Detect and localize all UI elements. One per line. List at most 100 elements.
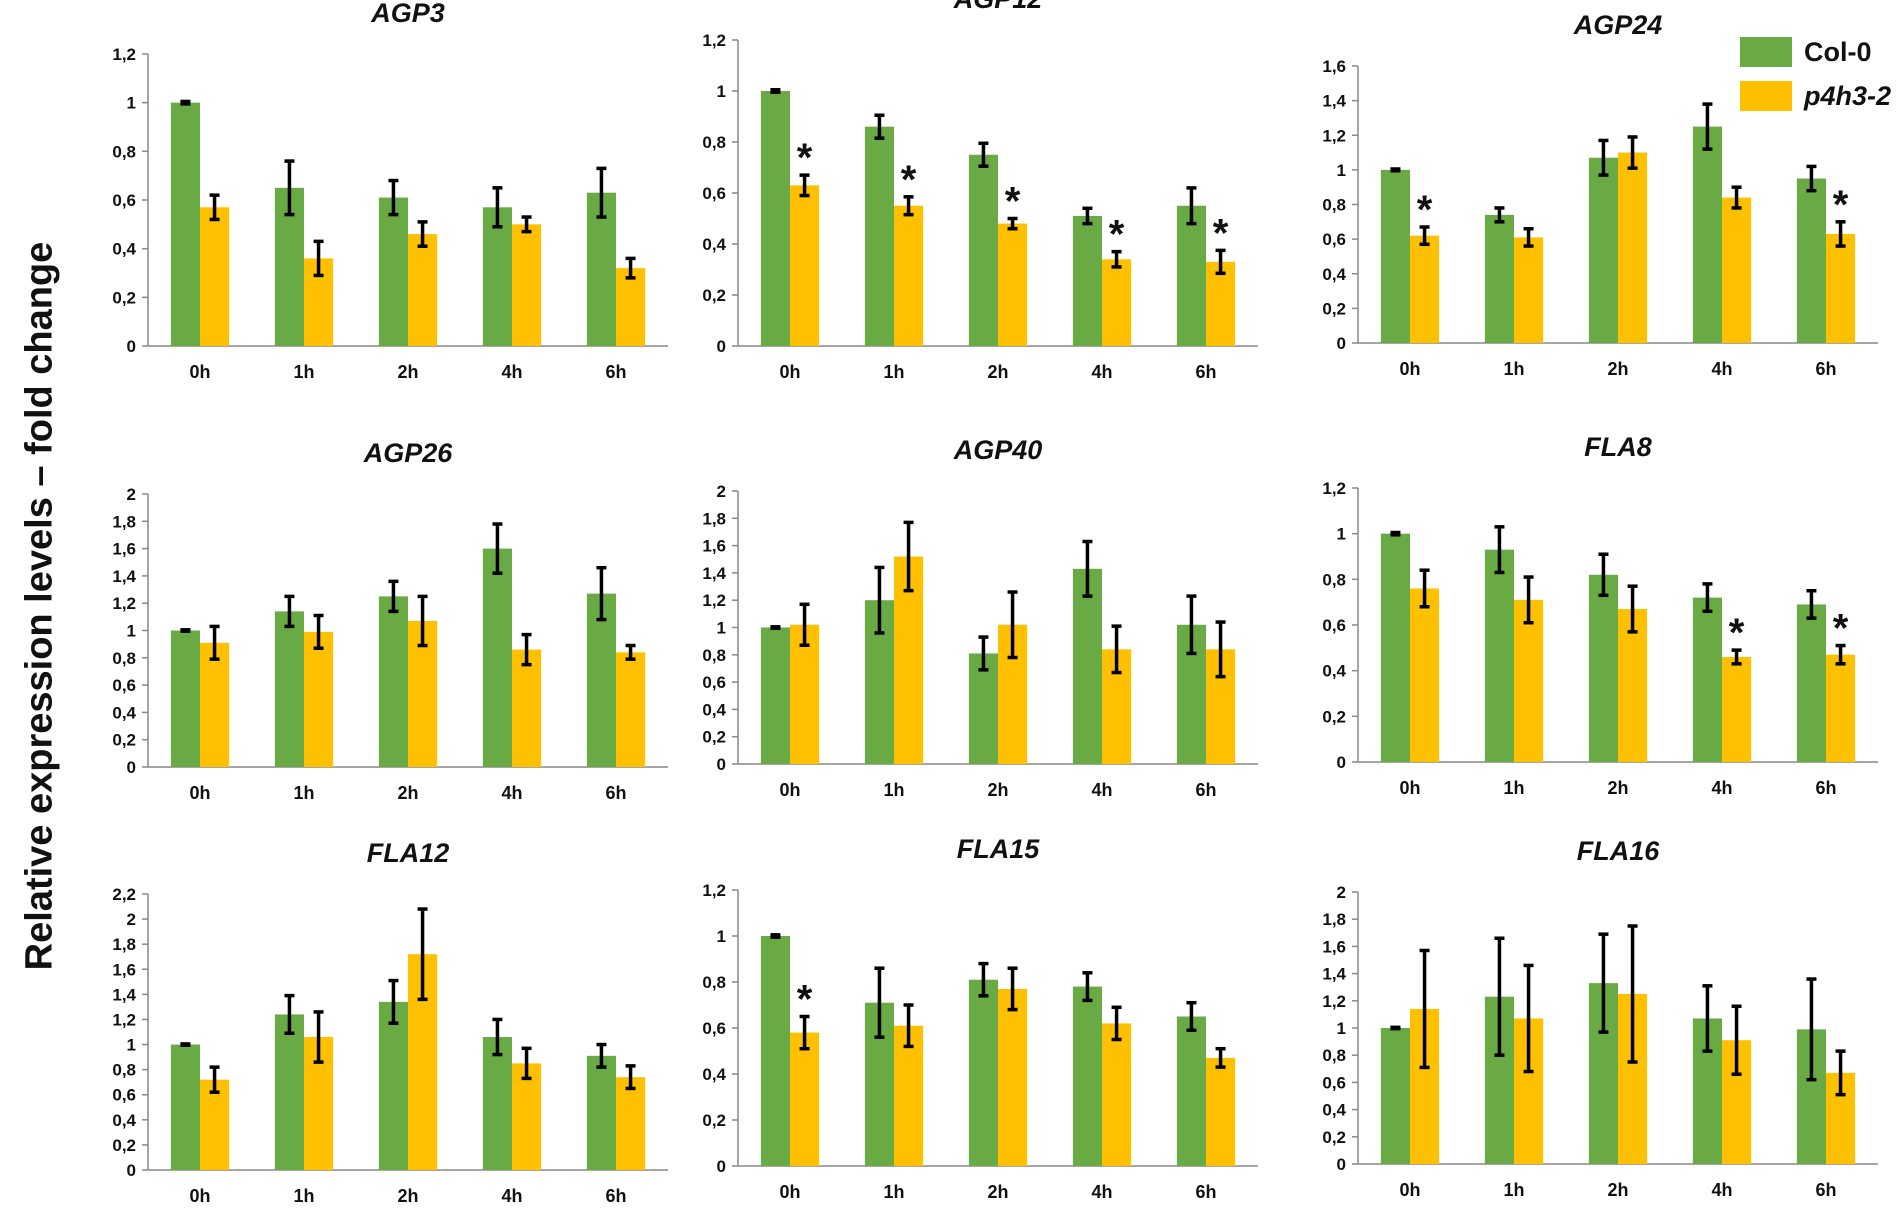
y-tick-label: 0,4 — [702, 235, 726, 254]
chart-title: FLA15 — [957, 834, 1041, 864]
x-tick-label: 0h — [779, 362, 800, 382]
bar-p4h3-2-4h — [512, 649, 542, 767]
bar-p4h3-2-4h — [1722, 656, 1752, 762]
y-tick-label: 1 — [1337, 161, 1346, 180]
x-tick-label: 2h — [397, 783, 418, 803]
significance-star: * — [1729, 611, 1745, 655]
bar-p4h3-2-2h — [408, 234, 438, 346]
chart-agp26: AGP26 0 0,2 0,4 0,6 0,8 1 1,2 1,4 1,6 1,8 2 0h 1h 2h 4h… — [112, 438, 668, 803]
y-tick-label: 0,4 — [702, 700, 726, 719]
chart-title: AGP3 — [370, 0, 445, 28]
bar-p4h3-2-6h — [1206, 1057, 1236, 1166]
y-tick-label: 0,2 — [112, 1136, 136, 1155]
y-tick-label: 1,6 — [1322, 937, 1346, 956]
y-tick-label: 1,8 — [112, 935, 136, 954]
bar-col0-4h — [1072, 568, 1102, 764]
y-tick-label: 0 — [127, 758, 136, 777]
chart-agp24: AGP24 0 0,2 0,4 0,6 0,8 1 1,2 1,4 1,6 0h 1h 2h 4h 6h * * — [1322, 10, 1878, 379]
chart-fla12: FLA12 0 0,2 0,4 0,6 0,8 1 1,2 1,4 1,6 1,8 2 2,2 0h 1h 2… — [112, 838, 668, 1206]
bar-col0-1h — [274, 1014, 304, 1170]
bar-p4h3-2-2h — [998, 223, 1028, 346]
bar-p4h3-2-1h — [304, 631, 334, 767]
x-tick-label: 4h — [1091, 1182, 1112, 1202]
y-tick-label: 1,4 — [112, 985, 136, 1004]
x-tick-label: 1h — [883, 362, 904, 382]
bar-p4h3-2-6h — [1206, 261, 1236, 346]
x-tick-label: 0h — [189, 1186, 210, 1206]
x-tick-label: 4h — [1711, 359, 1732, 379]
significance-star: * — [1833, 607, 1849, 651]
bar-col0-6h — [586, 1055, 616, 1170]
chart-title: FLA12 — [367, 838, 450, 868]
bar-col0-0h — [1380, 533, 1410, 762]
y-tick-label: 0,6 — [112, 676, 136, 695]
y-tick-label: 1,4 — [112, 567, 136, 586]
y-tick-label: 1,2 — [702, 591, 726, 610]
y-tick-label: 1,6 — [112, 960, 136, 979]
x-tick-label: 4h — [501, 783, 522, 803]
y-tick-label: 1,8 — [112, 512, 136, 531]
x-tick-label: 4h — [501, 362, 522, 382]
bar-p4h3-2-0h — [790, 624, 820, 764]
y-tick-label: 1,8 — [702, 509, 726, 528]
bar-p4h3-2-1h — [1514, 237, 1544, 343]
bar-col0-4h — [482, 548, 512, 767]
bar-col0-2h — [1588, 157, 1618, 343]
y-tick-label: 1,2 — [1322, 992, 1346, 1011]
x-tick-label: 0h — [189, 362, 210, 382]
bar-col0-4h — [1072, 215, 1102, 346]
x-tick-label: 6h — [1815, 778, 1836, 798]
y-tick-label: 0,6 — [1322, 616, 1346, 635]
bar-col0-2h — [968, 979, 998, 1166]
significance-star: * — [797, 136, 813, 180]
bar-col0-2h — [378, 596, 408, 767]
bar-col0-2h — [1588, 574, 1618, 762]
y-tick-label: 0,6 — [112, 1086, 136, 1105]
y-tick-label: 0,2 — [1322, 1128, 1346, 1147]
x-tick-label: 6h — [1815, 359, 1836, 379]
y-tick-label: 1 — [127, 1036, 136, 1055]
bar-col0-0h — [760, 936, 790, 1166]
x-tick-label: 1h — [883, 1182, 904, 1202]
y-tick-label: 0,6 — [1322, 1073, 1346, 1092]
y-tick-label: 1,2 — [112, 1010, 136, 1029]
x-tick-label: 1h — [293, 362, 314, 382]
bar-p4h3-2-0h — [790, 185, 820, 346]
bar-col0-4h — [1692, 126, 1722, 343]
y-tick-label: 0,6 — [1322, 230, 1346, 249]
y-tick-label: 0 — [1337, 1155, 1346, 1174]
legend: Col-0 p4h3-2 — [1740, 30, 1900, 118]
bar-col0-0h — [1380, 1028, 1410, 1164]
x-tick-label: 4h — [501, 1186, 522, 1206]
bar-p4h3-2-6h — [1826, 233, 1856, 343]
bar-col0-6h — [1796, 604, 1826, 762]
y-tick-label: 2 — [127, 485, 136, 504]
legend-label-col0: Col-0 — [1804, 36, 1872, 67]
y-tick-label: 0,4 — [112, 1111, 136, 1130]
y-tick-label: 0,4 — [702, 1065, 726, 1084]
bar-p4h3-2-1h — [894, 1025, 924, 1166]
y-tick-label: 2,2 — [112, 885, 136, 904]
y-tick-label: 0 — [717, 337, 726, 356]
bar-col0-1h — [1484, 214, 1514, 343]
y-tick-label: 1,6 — [112, 540, 136, 559]
y-tick-label: 0,4 — [1322, 265, 1346, 284]
bar-col0-0h — [170, 630, 200, 767]
legend-swatch-p4h3-2 — [1740, 81, 1792, 111]
y-tick-label: 0,8 — [112, 649, 136, 668]
x-tick-label: 6h — [605, 362, 626, 382]
y-tick-label: 2 — [1337, 883, 1346, 902]
chart-title: AGP40 — [953, 435, 1043, 465]
y-tick-label: 1,4 — [1322, 92, 1346, 111]
y-tick-label: 0,8 — [1322, 570, 1346, 589]
bar-col0-0h — [760, 627, 790, 764]
y-tick-label: 2 — [127, 910, 136, 929]
bar-col0-0h — [170, 102, 200, 347]
bar-p4h3-2-6h — [616, 652, 646, 767]
x-tick-label: 6h — [605, 783, 626, 803]
x-tick-label: 2h — [397, 362, 418, 382]
x-tick-label: 4h — [1711, 778, 1732, 798]
bar-p4h3-2-4h — [1102, 259, 1132, 346]
y-tick-label: 0,2 — [702, 286, 726, 305]
x-tick-label: 6h — [1195, 780, 1216, 800]
